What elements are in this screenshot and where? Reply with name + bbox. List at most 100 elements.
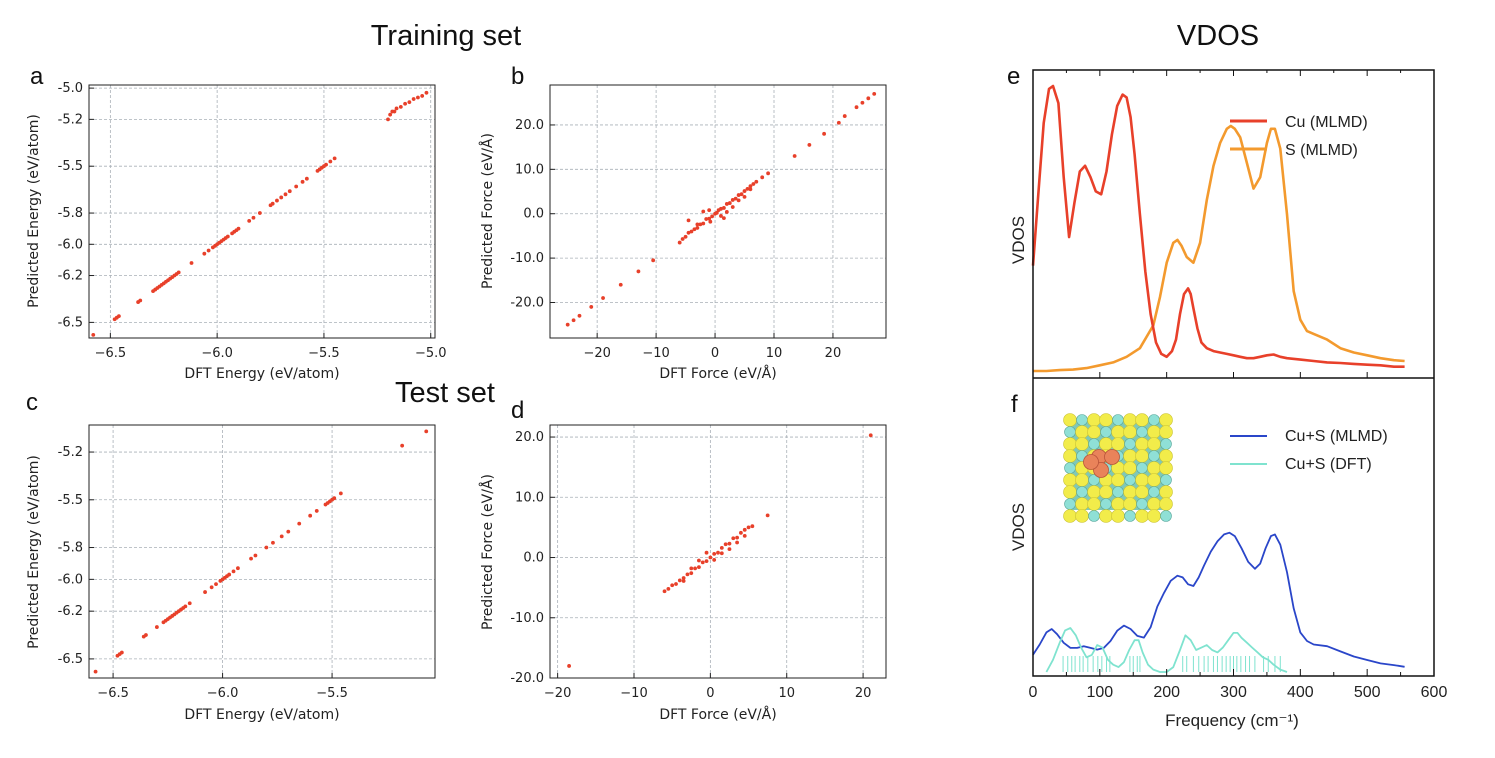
panel-b-ylabel: Predicted Force (eV/Å) (479, 133, 496, 289)
scatter-point (407, 100, 412, 105)
panel-d-points (567, 433, 873, 668)
cu-atom (1076, 414, 1088, 426)
scatter-point (739, 530, 743, 535)
scatter-point (719, 214, 723, 218)
scatter-point (724, 202, 729, 206)
scatter-point (735, 540, 739, 545)
panel-f-legend-mlmd: Cu+S (MLMD) (1285, 428, 1388, 445)
s-atom (1087, 425, 1101, 439)
panel-b-xlabel: DFT Force (eV/Å) (659, 365, 776, 382)
panel-e-ylabel: VDOS (1009, 216, 1028, 264)
panel-a-grid (89, 85, 435, 338)
y-tick-label: -5.8 (58, 206, 83, 221)
s-atom (1123, 461, 1137, 475)
scatter-point (674, 582, 678, 586)
s-atom (1159, 461, 1173, 475)
scatter-point (742, 527, 747, 532)
vdos-line-cu-mlmd (1031, 84, 1405, 368)
x-tick-label: 10 (778, 686, 795, 701)
scatter-point (264, 545, 269, 550)
scatter-point (750, 524, 755, 529)
scatter-point (314, 509, 319, 513)
s-atom (1111, 497, 1125, 511)
s-atom (1135, 485, 1149, 499)
x-tick-label: −6.5 (95, 346, 127, 361)
scatter-point (666, 586, 671, 591)
scatter-point (751, 182, 756, 186)
scatter-point (332, 496, 337, 501)
scatter-point (681, 576, 686, 580)
cu-atom (1160, 438, 1172, 450)
scatter-point (719, 545, 724, 550)
s-atom (1075, 509, 1089, 523)
y-tick-label: -5.8 (58, 541, 83, 556)
scatter-point (187, 601, 192, 606)
x-tick-label: 20 (855, 686, 872, 701)
scatter-point (394, 106, 399, 111)
x-tick-label: −10 (620, 686, 647, 701)
scatter-point (854, 105, 859, 110)
panel-label-d: d (511, 397, 524, 424)
panel-a-xlabel: DFT Energy (eV/atom) (184, 366, 339, 382)
scatter-point (275, 198, 279, 203)
cu-atom (1088, 510, 1100, 522)
scatter-point (328, 159, 333, 164)
s-atom (1159, 425, 1173, 439)
cu-atom (1076, 486, 1088, 498)
y-tick-label: 0.0 (523, 551, 544, 566)
s-atom (1111, 509, 1125, 523)
scatter-point (707, 208, 712, 213)
scatter-point (721, 206, 726, 210)
panel-c-ticks: −6.5 −6.0 −5.5 -6.5 -6.2 -6.0 -5.8 -5.5 -5.2 (58, 445, 348, 701)
scatter-point (420, 94, 425, 98)
scatter-point (754, 179, 759, 184)
scatter-point (689, 566, 694, 571)
scatter-point (739, 192, 744, 197)
cu-atom (1148, 450, 1160, 462)
panel-e-vdos-elements: VDOS Cu (MLMD) S (MLMD) (1009, 84, 1405, 373)
scatter-point (727, 541, 732, 546)
s-atom (1099, 437, 1113, 451)
scatter-point (683, 234, 688, 239)
cu-atom (1064, 498, 1076, 510)
vdos-line-s-mlmd (1033, 124, 1405, 373)
panel-d-frame (549, 424, 887, 679)
panel-f-legend-dft: Cu+S (DFT) (1285, 456, 1372, 473)
s-atom (1111, 437, 1125, 451)
scatter-point (304, 176, 309, 181)
panel-b-grid (550, 85, 886, 338)
panel-a-ylabel: Predicted Energy (eV/atom) (26, 114, 42, 308)
scatter-point (398, 104, 403, 109)
scatter-point (730, 198, 735, 202)
s-atom (1075, 497, 1089, 511)
scatter-point (424, 429, 429, 434)
scatter-point (677, 240, 682, 245)
scatter-point (766, 171, 771, 176)
scatter-point (708, 555, 713, 560)
scatter-point (723, 542, 728, 547)
panel-c-grid (89, 425, 435, 678)
x-tick-label: −6.0 (201, 346, 233, 361)
s-atom (1159, 413, 1173, 427)
s-atom (1075, 437, 1089, 451)
s-atom (1075, 425, 1089, 439)
y-tick-label: 20.0 (515, 430, 544, 445)
y-tick-label: -10.0 (510, 251, 544, 266)
scatter-point (283, 192, 288, 197)
scatter-point (300, 179, 305, 184)
scatter-point (742, 533, 747, 538)
scatter-point (868, 433, 873, 438)
scatter-point (695, 222, 700, 227)
s-atom (1123, 497, 1137, 511)
scatter-point (117, 314, 121, 319)
scatter-point (719, 206, 723, 211)
y-tick-label: -6.5 (58, 315, 83, 330)
scatter-point (214, 582, 218, 587)
y-tick-label: 10.0 (515, 162, 544, 177)
scatter-point (203, 590, 207, 594)
scatter-point (286, 529, 291, 534)
scatter-point (736, 193, 741, 197)
x-tick-label: 0 (706, 686, 714, 701)
scatter-point (736, 198, 741, 203)
x-tick-label: −6.5 (97, 686, 129, 701)
